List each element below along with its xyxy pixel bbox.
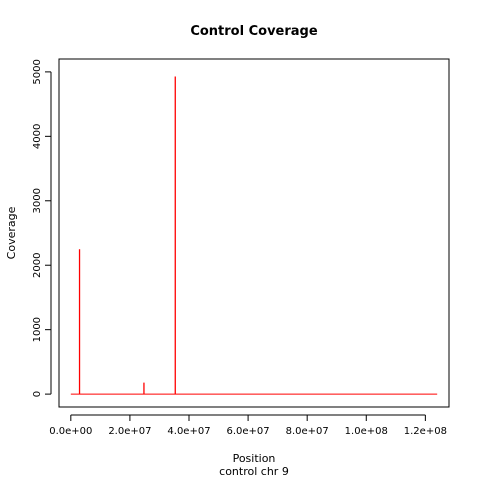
y-tick-label: 5000 bbox=[32, 59, 43, 84]
x-tick-label: 4.0e+07 bbox=[167, 426, 210, 437]
y-tick-label: 3000 bbox=[32, 188, 43, 213]
y-tick-label: 0 bbox=[32, 391, 43, 397]
y-axis: 0 1000 2000 3000 4000 5000 bbox=[32, 59, 52, 397]
coverage-series-line bbox=[70, 76, 438, 395]
x-tick-label: 6.0e+07 bbox=[227, 426, 270, 437]
y-axis-label: Coverage bbox=[5, 206, 18, 259]
x-tick-label: 8.0e+07 bbox=[286, 426, 329, 437]
x-axis-label: Position bbox=[233, 452, 276, 465]
x-tick-label: 1.0e+08 bbox=[345, 426, 388, 437]
x-tick-label: 1.2e+08 bbox=[404, 426, 447, 437]
y-tick-label: 1000 bbox=[32, 317, 43, 342]
y-tick-label: 4000 bbox=[32, 124, 43, 149]
chart-title: Control Coverage bbox=[190, 24, 318, 39]
x-axis: 0.0e+00 2.0e+07 4.0e+07 6.0e+07 8.0e+07 1.0e+… bbox=[49, 414, 447, 437]
y-tick-label: 2000 bbox=[32, 252, 43, 277]
series-layer bbox=[70, 76, 438, 395]
x-tick-label: 2.0e+07 bbox=[108, 426, 151, 437]
x-tick-label: 0.0e+00 bbox=[49, 426, 92, 437]
plot-frame bbox=[58, 58, 450, 408]
x-axis-sublabel: control chr 9 bbox=[219, 465, 289, 478]
